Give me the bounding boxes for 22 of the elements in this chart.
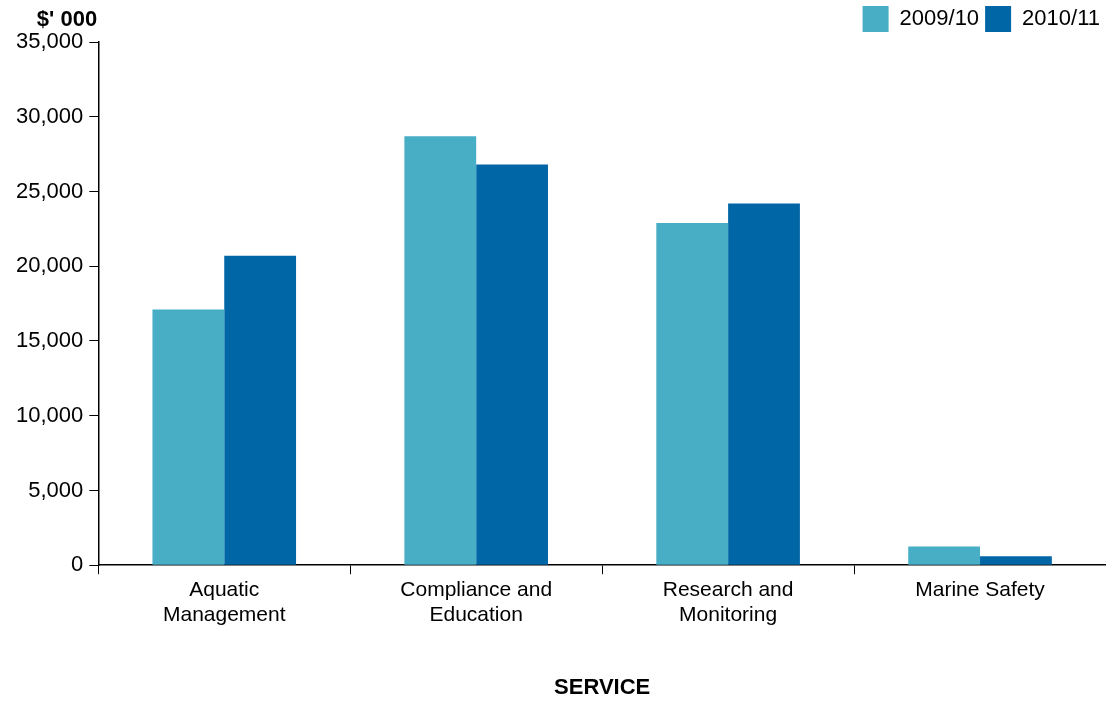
bar	[476, 164, 548, 565]
x-tick-label: Aquatic Management	[162, 576, 286, 625]
y-tick-label: 0	[71, 551, 84, 577]
y-tick-label: 5,000	[28, 476, 84, 502]
x-tick-label: Research and Monitoring	[662, 576, 794, 625]
bar	[908, 546, 981, 565]
y-tick-label: 25,000	[15, 177, 84, 203]
x-axis-title: SERVICE	[554, 673, 651, 699]
y-tick-label: 10,000	[15, 401, 84, 427]
bar	[980, 556, 1052, 565]
bar	[404, 136, 477, 565]
y-tick-label: 20,000	[15, 252, 84, 278]
bar	[152, 309, 225, 565]
bar	[728, 203, 800, 565]
y-tick-label: 30,000	[15, 102, 84, 128]
legend-label: 2009/10	[899, 5, 980, 31]
bar	[224, 255, 297, 565]
x-tick-label: Compliance and Education	[400, 576, 553, 625]
bar	[656, 222, 729, 565]
y-tick-label: 15,000	[15, 327, 84, 353]
legend-label: 2010/11	[1022, 5, 1101, 31]
x-tick-label: Marine Safety	[915, 576, 1046, 600]
